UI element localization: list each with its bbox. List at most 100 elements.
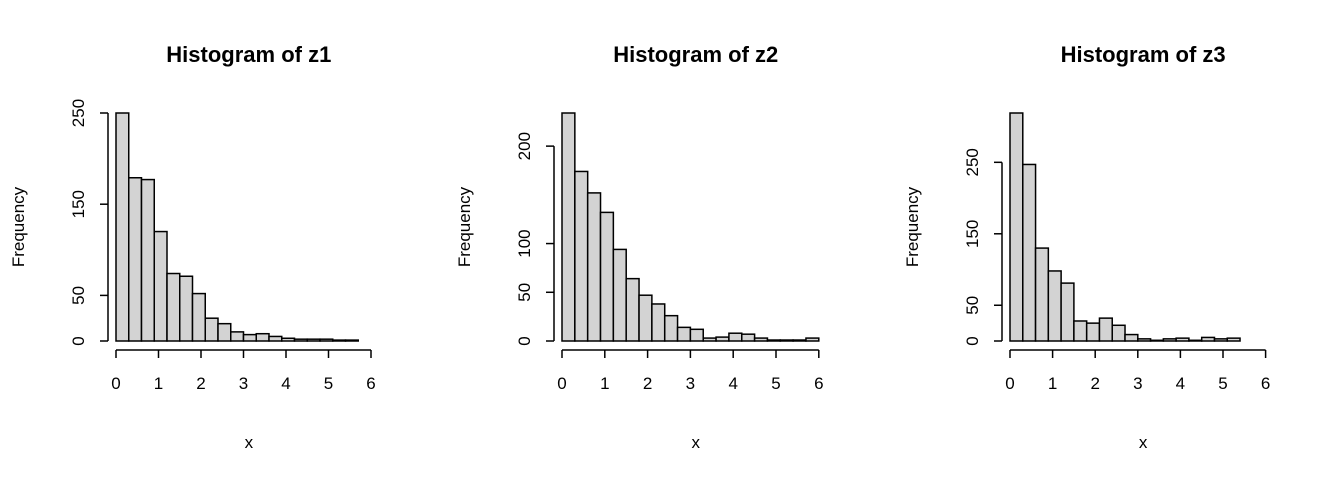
x-tick-label: 2 <box>643 374 652 393</box>
histogram-bar <box>1226 337 1241 342</box>
x-tick-label: 6 <box>814 374 823 393</box>
histogram-bar <box>792 339 807 342</box>
y-axis-label: Frequency <box>903 186 922 267</box>
chart-title: Histogram of z1 <box>166 42 331 67</box>
histogram-bar <box>306 338 321 342</box>
x-tick-label: 3 <box>1133 374 1142 393</box>
histogram-bar <box>1085 322 1101 342</box>
histogram-bar <box>242 333 257 342</box>
histogram-bar <box>1213 338 1229 342</box>
x-tick-label: 3 <box>686 374 695 393</box>
histogram-bar <box>586 192 602 342</box>
histogram-bar <box>1073 320 1088 342</box>
histogram-panel-1: Histogram of z1 0 1 2 3 4 5 6 x 0 50 150 250 Frequenc… <box>9 42 376 452</box>
histogram-bar <box>1175 337 1190 342</box>
histogram-panel-2: Histogram of z2 0 1 2 3 4 5 6 x 0 50 100 200 Frequenc… <box>455 42 824 452</box>
histogram-bar <box>1060 282 1075 342</box>
histogram-bar <box>728 332 743 342</box>
y-tick-label: 150 <box>69 190 88 218</box>
y-axis-label: Frequency <box>9 186 28 267</box>
histogram-bar <box>344 339 359 342</box>
histogram-bar <box>1162 338 1177 342</box>
x-tick-label: 4 <box>281 374 290 393</box>
histogram-bar <box>204 317 219 342</box>
histogram-bar <box>625 277 640 342</box>
histogram-bar <box>753 337 769 342</box>
y-tick-label: 0 <box>515 336 534 345</box>
x-tick-label: 6 <box>1261 374 1270 393</box>
x-tick-label: 1 <box>600 374 609 393</box>
x-tick-label: 1 <box>154 374 163 393</box>
histogram-bar <box>766 339 782 342</box>
histogram-bar <box>255 332 270 342</box>
histogram-bar <box>612 248 627 342</box>
histogram-bar <box>191 292 206 342</box>
histogram-bar <box>1022 163 1037 342</box>
x-tick-label: 5 <box>324 374 333 393</box>
y-tick-label: 250 <box>69 99 88 127</box>
histogram-bar <box>140 178 155 342</box>
histogram-panel-3: Histogram of z3 0 1 2 3 4 5 6 x 0 50 150 250 Frequenc… <box>903 42 1270 452</box>
y-tick-label: 50 <box>515 283 534 302</box>
chart-title: Histogram of z2 <box>613 42 778 67</box>
histogram-bar <box>217 322 232 342</box>
histogram-bar <box>1047 270 1062 342</box>
histogram-bar <box>319 338 334 342</box>
x-tick-label: 5 <box>1218 374 1227 393</box>
histogram-bar <box>268 335 283 342</box>
y-tick-label: 0 <box>963 336 982 345</box>
x-tick-label: 0 <box>1005 374 1014 393</box>
x-tick-label: 5 <box>771 374 780 393</box>
y-tick-label: 200 <box>515 132 534 160</box>
histogram-bar <box>779 339 794 342</box>
chart-title: Histogram of z3 <box>1061 42 1226 67</box>
histogram-bar <box>1137 338 1152 342</box>
histogram-bar <box>293 338 308 342</box>
histogram-bar <box>1098 317 1113 342</box>
histogram-bar <box>166 272 181 342</box>
histogram-bar <box>1124 333 1139 342</box>
histogram-bar <box>1188 339 1203 342</box>
y-tick-label: 50 <box>69 286 88 305</box>
y-axis-label: Frequency <box>455 186 474 267</box>
y-tick-label: 250 <box>963 148 982 176</box>
x-tick-label: 4 <box>1176 374 1185 393</box>
histogram-bar <box>676 326 692 342</box>
histogram-bar <box>805 337 820 342</box>
histogram-bar <box>281 337 296 342</box>
histogram-bar <box>332 339 347 342</box>
histogram-bar <box>1111 324 1126 342</box>
y-tick-label: 50 <box>963 296 982 315</box>
histogram-bar <box>1200 336 1216 342</box>
histogram-bar <box>1009 112 1024 342</box>
histogram-bar <box>1149 339 1165 342</box>
x-axis-label: x <box>692 433 701 452</box>
x-tick-label: 4 <box>728 374 737 393</box>
y-tick-label: 150 <box>963 220 982 248</box>
x-tick-label: 6 <box>366 374 375 393</box>
x-tick-label: 2 <box>196 374 205 393</box>
x-axis-label: x <box>1139 433 1148 452</box>
y-tick-label: 100 <box>515 229 534 257</box>
histogram-bar <box>561 112 576 342</box>
x-tick-label: 0 <box>557 374 566 393</box>
histogram-bar <box>599 211 615 342</box>
histogram-bar <box>741 333 756 342</box>
x-tick-label: 3 <box>239 374 248 393</box>
y-tick-label: 0 <box>69 336 88 345</box>
histogram-bar <box>651 303 666 342</box>
histogram-bar <box>230 331 245 342</box>
x-axis-label: x <box>245 433 254 452</box>
histogram-bar <box>115 112 130 342</box>
histogram-bar <box>689 328 704 342</box>
x-tick-label: 0 <box>111 374 120 393</box>
histogram-bar <box>128 177 143 342</box>
x-tick-label: 1 <box>1048 374 1057 393</box>
histogram-bar <box>179 275 194 342</box>
histogram-bar <box>574 170 589 342</box>
histogram-bar <box>663 314 679 342</box>
histogram-bar <box>638 294 653 342</box>
histogram-bar <box>153 230 168 342</box>
histogram-bar <box>715 336 730 342</box>
